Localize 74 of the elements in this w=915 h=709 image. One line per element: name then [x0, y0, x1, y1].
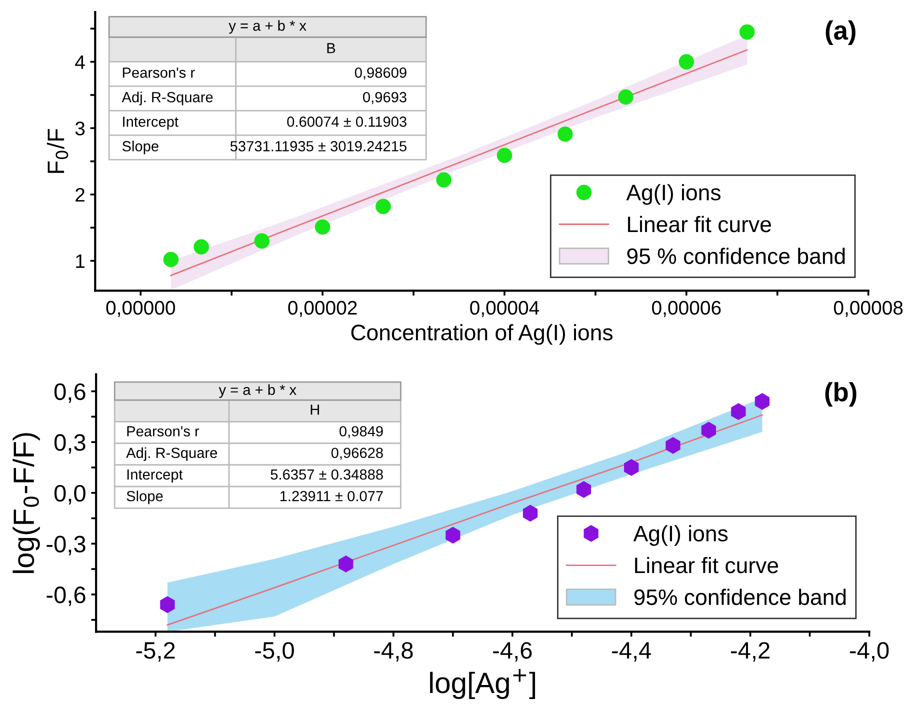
annotation: Pearson's r — [127, 426, 200, 436]
y-tick-label: 0,6 — [54, 383, 86, 403]
point — [194, 239, 209, 255]
point — [522, 504, 538, 522]
annotation: Slope — [122, 140, 158, 154]
legend-label: 95% confidence band — [634, 588, 846, 606]
annotation: 0,98609 — [354, 68, 406, 80]
legend-label: Ag(I) ions — [633, 525, 728, 546]
point — [739, 24, 755, 40]
x-tick-label: -5,2 — [136, 642, 175, 662]
annotation: 0,9693 — [363, 92, 406, 104]
annotation: y = a + b * x — [228, 20, 306, 34]
point — [678, 54, 694, 70]
point — [254, 233, 270, 249]
point — [624, 459, 639, 476]
point — [701, 422, 716, 439]
point — [666, 437, 680, 454]
point — [446, 526, 460, 544]
x-tick-label: -4,6 — [493, 642, 532, 662]
point — [731, 403, 746, 420]
annotation: Pearson's r — [122, 68, 195, 78]
y-tick-label: -0,3 — [46, 536, 86, 556]
annotation: Intercept — [127, 469, 183, 483]
x-axis-title: log[Ag$^{+}$] — [430, 669, 536, 700]
y-tick-label: 0,0 — [54, 484, 86, 504]
point — [160, 596, 175, 613]
annotation: 53731.11935 ± 3019.24215 — [230, 141, 406, 152]
y-tick-label: 3 — [75, 122, 85, 136]
y-tick-label: 4 — [75, 55, 85, 69]
annotation: 0,9849 — [340, 426, 383, 438]
x-tick-label: -4,2 — [731, 642, 770, 662]
annotation: 5.6357 ± 0.34888 — [270, 469, 383, 480]
point — [754, 393, 770, 410]
y-axis-title: F$_{0}$/F — [46, 129, 68, 173]
point — [163, 252, 179, 268]
point — [338, 556, 354, 572]
point — [496, 148, 512, 163]
annotation: Adj. R-Square — [126, 447, 218, 461]
annotation: Adj. R-Square — [122, 92, 213, 106]
x-tick-label: -4,4 — [612, 642, 652, 662]
legend-label: 95 % confidence band — [627, 248, 845, 264]
y-tick-label: -0,6 — [46, 586, 86, 606]
x-tick-label: 0,00002 — [288, 300, 357, 317]
x-axis-title: Concentration of Ag(I) ions — [351, 324, 613, 345]
annotation: y = a + b * x — [218, 384, 296, 398]
annotation: 0,96628 — [331, 448, 383, 460]
legend-label: Linear fit curve — [635, 556, 778, 574]
x-tick-label: -4,8 — [374, 642, 413, 662]
point — [314, 219, 330, 235]
point — [376, 198, 391, 214]
point — [576, 481, 592, 498]
point — [558, 126, 573, 142]
x-tick-label: 0,00000 — [106, 300, 176, 317]
annotation: B — [327, 43, 336, 54]
y-tick-label: 0,3 — [54, 434, 86, 454]
legend-label: Ag(I) ions — [626, 184, 720, 205]
legend-label: Linear fit curve — [628, 216, 771, 232]
annotation: 0.60074 ± 0.11903 — [287, 116, 406, 127]
annotation: (b) — [825, 382, 856, 407]
x-tick-label: -5,0 — [255, 642, 294, 662]
x-tick-label: 0,00004 — [470, 300, 540, 317]
y-tick-label: 1 — [76, 254, 84, 268]
annotation: Intercept — [123, 116, 178, 130]
annotation: H — [310, 404, 319, 415]
annotation: Slope — [126, 490, 163, 504]
x-tick-label: 0,00006 — [652, 300, 721, 317]
y-tick-label: 2 — [76, 188, 84, 202]
y-axis-title: log(F$_{0}$-F/F) — [12, 433, 40, 573]
point — [436, 172, 452, 188]
annotation: (a) — [826, 20, 856, 46]
x-tick-label: -4,0 — [850, 642, 889, 662]
x-tick-label: 0,00008 — [834, 300, 903, 317]
point — [618, 89, 634, 105]
annotation: 1.23911 ± 0.077 — [280, 490, 383, 502]
